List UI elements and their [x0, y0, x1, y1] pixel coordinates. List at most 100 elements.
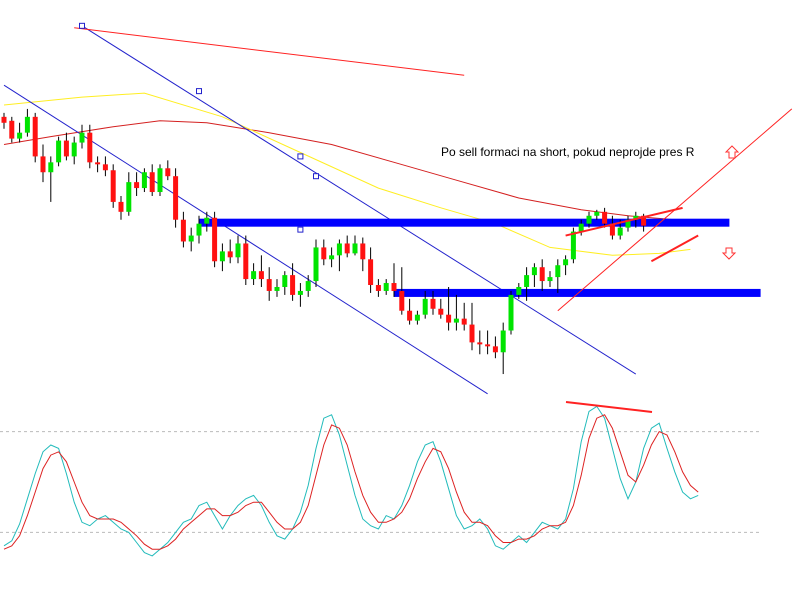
candle-up: [453, 318, 459, 323]
candle-up: [196, 223, 202, 236]
candle-up: [547, 277, 553, 282]
moving-average-fast: [3, 92, 691, 256]
candle-up: [531, 267, 537, 276]
candle-up: [500, 330, 506, 353]
candle-down: [40, 156, 46, 173]
candle-down: [492, 346, 498, 353]
oscillator-line-d: [3, 414, 699, 550]
candle-down: [602, 211, 608, 224]
candle-up: [204, 217, 210, 224]
candle-up: [563, 259, 569, 266]
candle-up: [313, 247, 319, 282]
candle-up: [570, 231, 576, 260]
candle-down: [407, 310, 413, 321]
chart-annotation: Po sell formaci na short, pokud neprojde…: [441, 145, 695, 159]
candle-down: [212, 217, 218, 262]
candle-up: [56, 140, 62, 163]
channel-marker: [297, 226, 304, 233]
candle-up: [79, 132, 85, 143]
candle-down: [609, 223, 615, 236]
moving-average-slow: [3, 120, 699, 222]
candle-down: [360, 243, 366, 260]
candle-down: [485, 344, 491, 347]
resistance-level: [199, 218, 730, 227]
candle-down: [63, 140, 69, 157]
candle-down: [266, 279, 272, 291]
candle-down: [227, 251, 233, 258]
arrow-down-icon: [721, 247, 737, 260]
candle-down: [110, 170, 116, 202]
candle-up: [625, 219, 631, 228]
candle-down: [368, 259, 374, 286]
candle-down: [469, 324, 475, 343]
candle-up: [422, 298, 428, 315]
candle-up: [297, 290, 303, 295]
candle-down: [641, 215, 647, 226]
candle-down: [344, 243, 350, 254]
trend-line: [650, 234, 699, 263]
candle-up: [633, 215, 639, 220]
candle-up: [48, 162, 54, 173]
candle-down: [477, 342, 483, 345]
candle-up: [71, 142, 77, 157]
channel-marker: [313, 173, 319, 180]
candle-up: [329, 255, 335, 260]
channel-marker: [196, 88, 202, 95]
divergence-line: [565, 401, 653, 413]
candle-down: [1, 116, 7, 123]
candle-up: [352, 243, 358, 254]
candle-up: [617, 227, 623, 236]
candle-down: [539, 267, 545, 282]
candle-up: [219, 251, 225, 262]
candle-down: [102, 164, 108, 171]
candle-up: [251, 271, 257, 280]
price-panel: [1, 22, 793, 395]
candle-up: [17, 132, 23, 139]
candle-down: [375, 285, 381, 291]
candle-down: [165, 168, 171, 177]
candle-up: [508, 294, 514, 331]
candle-down: [258, 271, 264, 280]
candle-down: [399, 290, 405, 311]
candle-up: [336, 243, 342, 256]
candle-down: [32, 116, 38, 157]
candle-up: [516, 286, 522, 295]
candle-up: [188, 235, 194, 242]
channel-upper-line: [81, 25, 637, 375]
trend-line: [74, 27, 465, 76]
candle-down: [9, 120, 15, 139]
candle-down: [430, 298, 436, 309]
trend-line: [565, 206, 683, 237]
candle-down: [173, 176, 179, 220]
candle-up: [141, 172, 147, 189]
oscillator-line-k: [3, 405, 699, 557]
channel-marker: [297, 153, 304, 160]
channel-marker: [79, 22, 85, 29]
candle-up: [235, 243, 241, 258]
candle-up: [24, 116, 30, 133]
candle-up: [578, 223, 584, 232]
candle-up: [383, 283, 389, 291]
candle-up: [524, 275, 530, 287]
candle-down: [391, 283, 397, 291]
candle-down: [180, 219, 186, 242]
candle-down: [118, 201, 124, 212]
candle-up: [594, 211, 600, 216]
candle-down: [438, 308, 444, 315]
candle-up: [555, 265, 561, 278]
candle-up: [274, 286, 280, 291]
oscillator-panel: [0, 401, 760, 557]
candle-down: [446, 314, 452, 323]
candle-down: [149, 172, 155, 193]
candle-up: [157, 168, 163, 193]
candle-down: [134, 182, 140, 189]
candle-up: [126, 182, 132, 212]
candle-up: [586, 215, 592, 224]
candle-down: [95, 162, 101, 165]
candle-down: [321, 247, 327, 260]
candle-down: [243, 243, 249, 280]
candle-down: [461, 318, 467, 325]
candle-up: [305, 281, 311, 291]
arrow-up-icon: [724, 145, 740, 159]
